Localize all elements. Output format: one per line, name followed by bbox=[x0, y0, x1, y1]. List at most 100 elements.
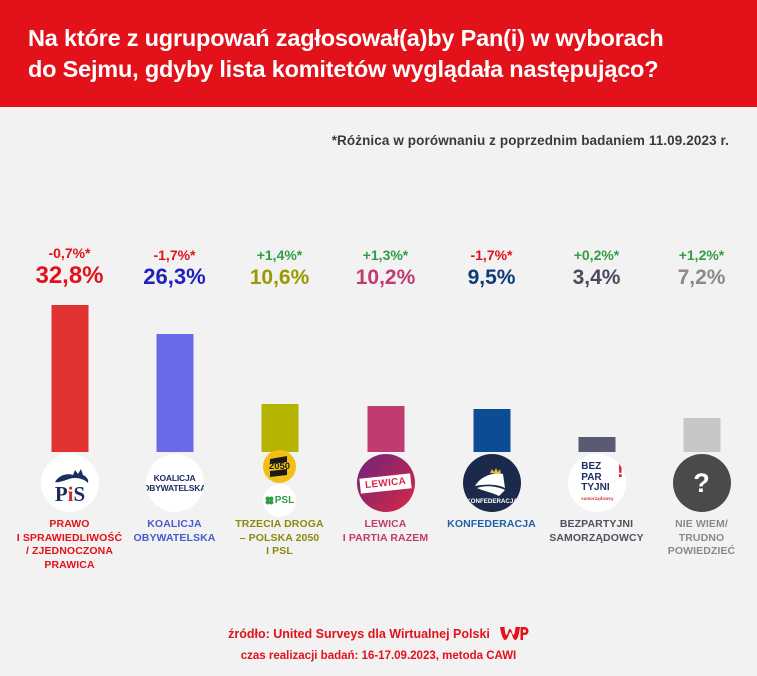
bar-area-bezpartyjni: +0,2%* 3,4% bbox=[543, 247, 650, 452]
bar-chart: -0,7%* 32,8% PiS PRAWO I SPRAWIEDLIWOŚĆ … bbox=[0, 180, 757, 600]
delta-label-pis: -0,7%* bbox=[48, 245, 91, 261]
chart-column-bezpartyjni: +0,2%* 3,4% BEZ PAR TYJNI samorządowcy !… bbox=[543, 180, 650, 600]
value-label-ko: 26,3% bbox=[143, 264, 206, 289]
party-label-nie-wiem-line-3: POWIEDZIEĆ bbox=[667, 545, 736, 557]
value-label-pis: 32,8% bbox=[35, 262, 104, 289]
bar-pis bbox=[51, 305, 88, 452]
bar-area-pis: -0,7%* 32,8% bbox=[16, 245, 123, 452]
party-label-ko: KOALICJA OBYWATELSKA bbox=[121, 516, 228, 600]
bar-konfederacja bbox=[473, 409, 510, 452]
header-title-line-1: Na które z ugrupowań zagłosował(a)by Pan… bbox=[28, 24, 664, 51]
party-label-pis-line-4: PRAWICA bbox=[44, 558, 95, 571]
logo-wrap-lewica: LEWICA bbox=[332, 454, 439, 512]
bar-area-trzecia-droga: +1,4%* 10,6% bbox=[226, 247, 333, 452]
chart-column-ko: -1,7%* 26,3% KOALICJA OBYWATELSKA KOALIC… bbox=[121, 180, 228, 600]
bar-area-nie-wiem: +1,2%* 7,2% bbox=[648, 247, 755, 452]
logo-wrap-ko: KOALICJA OBYWATELSKA bbox=[121, 454, 228, 512]
party-label-bezpartyjni: BEZPARTYJNI SAMORZĄDOWCY bbox=[543, 516, 650, 600]
pis-logo-art: PiS bbox=[54, 469, 88, 506]
pis-logo: PiS bbox=[40, 454, 99, 512]
polska2050-psl-logo: 2050 PSL bbox=[263, 449, 296, 517]
delta-label-nie-wiem: +1,2%* bbox=[678, 247, 725, 263]
party-label-konfederacja: KONFEDERACJA bbox=[438, 516, 545, 600]
party-label-ko-line-1: KOALICJA bbox=[147, 518, 202, 530]
value-label-konfederacja: 9,5% bbox=[467, 266, 516, 289]
bezpartyjni-logo-line-1: BEZ bbox=[581, 461, 602, 472]
question-mark-icon: ? bbox=[693, 467, 710, 498]
party-label-trzecia-droga-line-1: TRZECIA DROGA bbox=[235, 518, 324, 530]
party-label-lewica: LEWICA I PARTIA RAZEM bbox=[332, 516, 439, 600]
bar-bezpartyjni bbox=[578, 437, 615, 452]
value-label-nie-wiem: 7,2% bbox=[677, 266, 726, 289]
bar-lewica bbox=[367, 406, 404, 452]
lewica-logo: LEWICA bbox=[356, 454, 415, 512]
bar-ko bbox=[156, 334, 193, 452]
psl-logo: PSL bbox=[263, 483, 296, 517]
value-label-lewica: 10,2% bbox=[355, 266, 416, 289]
polska2050-logo-text: 2050 bbox=[268, 460, 291, 472]
bar-area-konfederacja: -1,7%* 9,5% bbox=[438, 247, 545, 452]
chart-column-pis: -0,7%* 32,8% PiS PRAWO I SPRAWIEDLIWOŚĆ … bbox=[16, 180, 123, 600]
header-title-line-2: do Sejmu, gdyby lista komitetów wyglądał… bbox=[28, 55, 659, 82]
polska2050-logo-art bbox=[270, 455, 287, 477]
clover-icon bbox=[265, 496, 274, 504]
bar-trzecia-droga bbox=[261, 404, 298, 452]
party-label-pis-line-3: / ZJEDNOCZONA bbox=[25, 545, 114, 557]
party-label-trzecia-droga-line-2: – POLSKA 2050 bbox=[239, 531, 320, 544]
delta-label-ko: -1,7%* bbox=[153, 247, 196, 263]
party-label-bezpartyjni-line-2: SAMORZĄDOWCY bbox=[549, 531, 644, 544]
delta-label-konfederacja: -1,7%* bbox=[470, 247, 513, 263]
party-label-pis: PRAWO I SPRAWIEDLIWOŚĆ / ZJEDNOCZONA PRA… bbox=[16, 516, 123, 600]
party-label-trzecia-droga-line-3: I PSL bbox=[266, 545, 293, 557]
bar-area-lewica: +1,3%* 10,2% bbox=[332, 247, 439, 452]
ko-logo-line-2: OBYWATELSKA bbox=[145, 483, 204, 493]
party-label-nie-wiem-line-2: TRUDNO bbox=[678, 531, 725, 544]
polska2050-logo: 2050 bbox=[263, 449, 296, 483]
konfederacja-logo: KONFEDERACJA bbox=[462, 454, 521, 512]
footer-method-text: czas realizacji badań: 16-17.09.2023, me… bbox=[240, 650, 517, 662]
value-label-trzecia-droga: 10,6% bbox=[249, 266, 310, 289]
party-label-nie-wiem: NIE WIEM/ TRUDNO POWIEDZIEĆ bbox=[648, 516, 755, 600]
footer-source-text: źródło: United Surveys dla Wirtualnej Po… bbox=[228, 626, 490, 641]
bar-nie-wiem bbox=[683, 418, 720, 452]
party-label-pis-line-1: PRAWO bbox=[49, 518, 90, 530]
header-banner: Na które z ugrupowań zagłosował(a)by Pan… bbox=[0, 0, 757, 107]
question-mark-logo: ? bbox=[672, 454, 731, 512]
logo-wrap-bezpartyjni: BEZ PAR TYJNI samorządowcy ! bbox=[543, 454, 650, 512]
party-label-trzecia-droga: TRZECIA DROGA – POLSKA 2050 I PSL bbox=[226, 516, 333, 600]
bezpartyjni-logo-line-2: PAR bbox=[581, 471, 602, 483]
bezpartyjni-logo-exclamation: ! bbox=[617, 460, 624, 482]
konfederacja-logo-art: KONFEDERACJA bbox=[466, 468, 518, 505]
party-label-lewica-line-1: LEWICA bbox=[364, 518, 407, 530]
bar-area-ko: -1,7%* 26,3% bbox=[121, 247, 228, 452]
logo-wrap-konfederacja: KONFEDERACJA bbox=[438, 454, 545, 512]
svg-text:PiS: PiS bbox=[54, 482, 84, 506]
subtitle-note: *Różnica w porównaniu z poprzednim badan… bbox=[331, 133, 729, 148]
party-label-pis-line-2: I SPRAWIEDLIWOŚĆ bbox=[16, 531, 123, 544]
delta-label-lewica: +1,3%* bbox=[362, 247, 409, 263]
chart-column-trzecia-droga: +1,4%* 10,6% 2050 bbox=[226, 180, 333, 600]
ko-logo: KOALICJA OBYWATELSKA bbox=[145, 454, 204, 512]
delta-label-bezpartyjni: +0,2%* bbox=[573, 247, 620, 263]
chart-column-lewica: +1,3%* 10,2% LEWICA LEWICA I PARTIA RAZE… bbox=[332, 180, 439, 600]
ko-logo-line-1: KOALICJA bbox=[153, 473, 196, 483]
logo-wrap-nie-wiem: ? bbox=[648, 454, 755, 512]
party-label-ko-line-2: OBYWATELSKA bbox=[133, 531, 216, 544]
party-label-konfederacja-line-1: KONFEDERACJA bbox=[447, 518, 536, 530]
party-label-bezpartyjni-line-1: BEZPARTYJNI bbox=[559, 518, 634, 530]
chart-column-nie-wiem: +1,2%* 7,2% ? NIE WIEM/ TRUDNO POWIEDZIE… bbox=[648, 180, 755, 600]
footer: źródło: United Surveys dla Wirtualnej Po… bbox=[0, 624, 757, 662]
konfederacja-logo-text: KONFEDERACJA bbox=[466, 498, 518, 505]
logo-wrap-trzecia-droga: 2050 PSL bbox=[226, 449, 333, 517]
bezpartyjni-logo-line-4: samorządowcy bbox=[581, 495, 614, 501]
value-label-bezpartyjni: 3,4% bbox=[572, 266, 621, 289]
delta-label-trzecia-droga: +1,4%* bbox=[256, 247, 303, 263]
psl-logo-text: PSL bbox=[274, 494, 295, 506]
wp-logo-icon bbox=[499, 627, 529, 640]
footer-source-row: źródło: United Surveys dla Wirtualnej Po… bbox=[0, 624, 757, 643]
logo-wrap-pis: PiS bbox=[16, 454, 123, 512]
bezpartyjni-logo-line-3: TYJNI bbox=[581, 482, 610, 493]
lewica-logo-text: LEWICA bbox=[359, 472, 412, 494]
chart-column-konfederacja: -1,7%* 9,5% KONFEDERACJA KONFEDERACJA bbox=[438, 180, 545, 600]
